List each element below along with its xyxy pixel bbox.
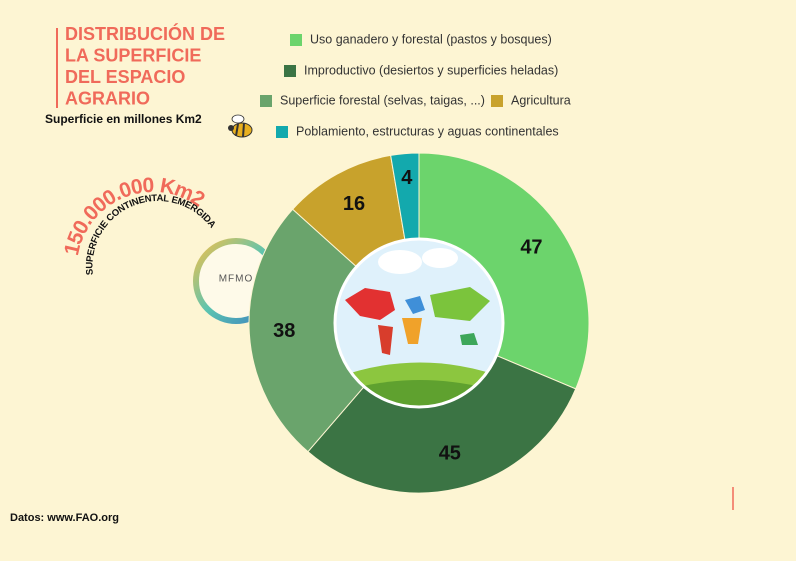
legend-label: Superficie forestal (selvas, taigas, ...… (280, 93, 485, 107)
legend-swatch (284, 65, 296, 77)
total-label: 150.000.000 Km2 (60, 173, 209, 257)
logo-text: MFMO (219, 274, 254, 285)
value-label: 47 (520, 237, 542, 259)
legend: Uso ganadero y forestal (pastos y bosque… (260, 32, 571, 138)
subtitle: Superficie en millones Km2 (45, 112, 202, 126)
legend-swatch (290, 34, 302, 46)
legend-label: Agricultura (511, 93, 571, 107)
title-line: DISTRIBUCIÓN DE (65, 23, 225, 44)
title-line: DEL ESPACIO (65, 67, 185, 87)
value-label: 38 (273, 320, 295, 342)
center-ring (333, 237, 505, 409)
legend-label: Improductivo (desiertos y superficies he… (304, 63, 558, 77)
legend-swatch (491, 95, 503, 107)
value-label: 45 (439, 443, 461, 465)
legend-swatch (260, 95, 272, 107)
value-label: 16 (343, 193, 365, 215)
source: Datos: www.FAO.org (10, 512, 119, 524)
value-labels: 47 45 38 16 4 (273, 167, 542, 465)
title-line: LA SUPERFICIE (65, 45, 201, 65)
value-label: 4 (401, 167, 413, 189)
title-line: AGRARIO (65, 88, 150, 108)
total-label-path: 150.000.000 Km2 (60, 173, 209, 257)
legend-label: Uso ganadero y forestal (pastos y bosque… (310, 32, 552, 46)
legend-label: Poblamiento, estructuras y aguas contine… (296, 124, 559, 138)
bee-icon (228, 114, 253, 138)
donut (248, 152, 590, 494)
legend-swatch (276, 126, 288, 138)
center-illustration (335, 239, 503, 407)
